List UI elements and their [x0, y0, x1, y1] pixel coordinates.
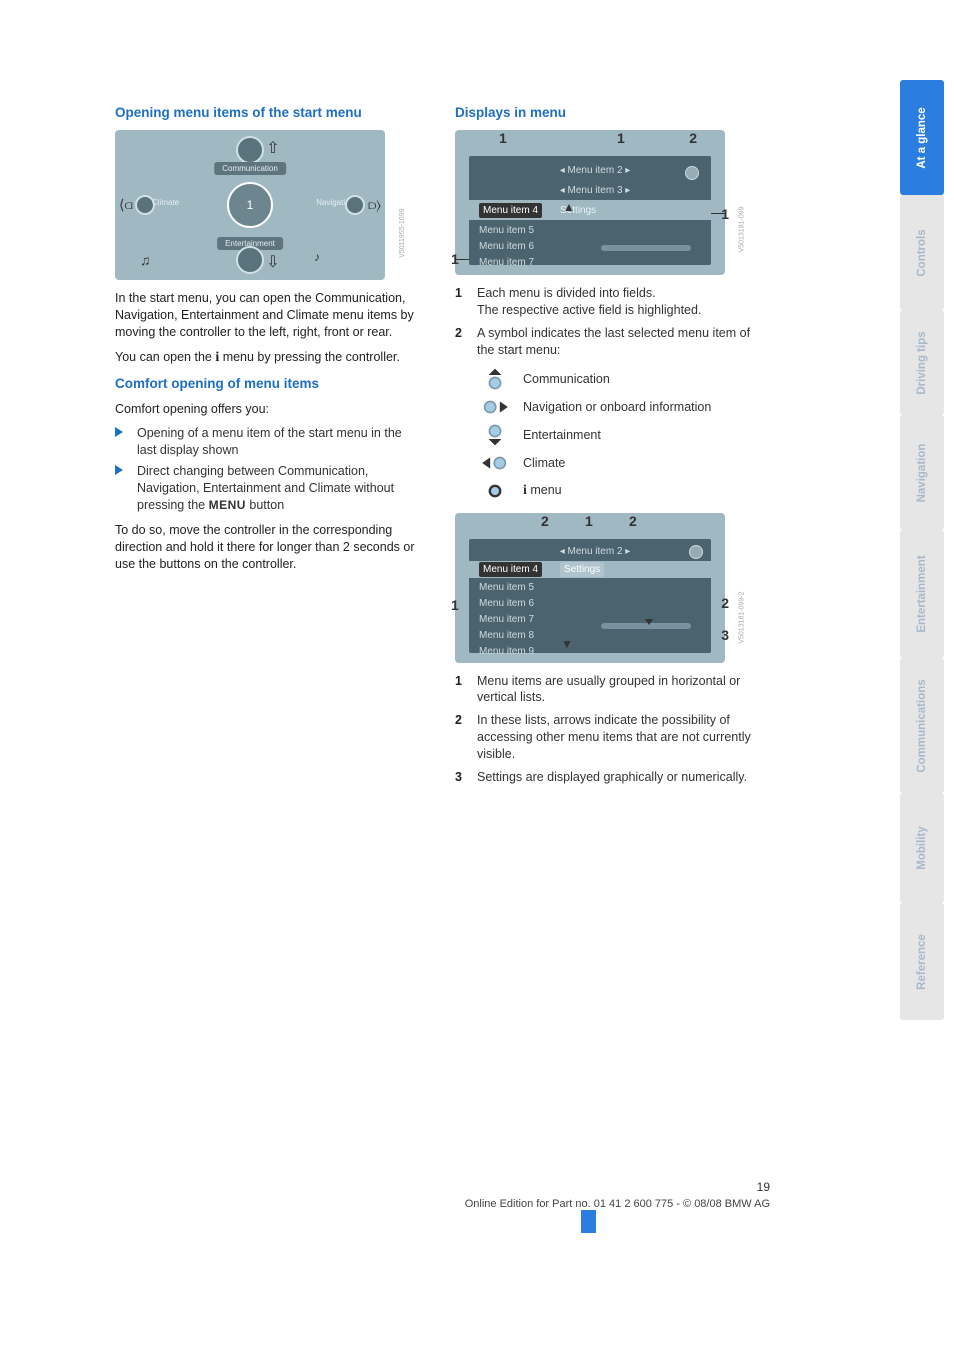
page-marker	[581, 1210, 596, 1233]
callout-right: 1	[721, 206, 729, 222]
list2-item3: 3Settings are displayed graphically or n…	[455, 769, 763, 786]
icon-row-ent: Entertainment	[477, 423, 763, 447]
fig2-code: V5013181-099	[739, 206, 746, 252]
center-dot-icon	[477, 479, 513, 503]
icon-row-nav: Navigation or onboard information	[477, 395, 763, 419]
tab-navigation[interactable]: Navigation	[900, 415, 944, 530]
online-edition: Online Edition for Part no. 01 41 2 600 …	[0, 1198, 780, 1210]
tab-at-a-glance[interactable]: At a glance	[900, 80, 944, 195]
callout-t1: 1	[585, 513, 593, 529]
arrow-up-icon	[477, 367, 513, 391]
fig1-label-comm: Communication	[214, 162, 286, 175]
callout-left: 1	[451, 251, 459, 267]
page-footer: 19 Online Edition for Part no. 01 41 2 6…	[0, 1180, 780, 1210]
tab-entertainment[interactable]: Entertainment	[900, 530, 944, 658]
fig1-label-clim: Climate	[152, 198, 179, 207]
section-tabs: At a glanceControlsDriving tipsNavigatio…	[900, 80, 944, 1020]
icon-row-clim: Climate	[477, 451, 763, 475]
left-para4: To do so, move the controller in the cor…	[115, 522, 423, 573]
list1-item1: 1 Each menu is divided into fields. The …	[455, 285, 763, 319]
icon-row-comm: Communication	[477, 367, 763, 391]
list2-item2: 2In these lists, arrows indicate the pos…	[455, 712, 763, 763]
tab-mobility[interactable]: Mobility	[900, 793, 944, 903]
triangle-icon	[115, 465, 123, 475]
tab-controls[interactable]: Controls	[900, 195, 944, 310]
bullet-2: Direct changing between Communication, N…	[115, 463, 423, 514]
list2-item1: 1Menu items are usually grouped in horiz…	[455, 673, 763, 707]
triangle-icon	[115, 427, 123, 437]
callout-r3: 3	[721, 627, 729, 643]
page-number: 19	[0, 1180, 770, 1194]
icon-row-imenu: i menu	[477, 479, 763, 503]
callout-1a: 1	[499, 130, 507, 146]
left-column: Opening menu items of the start menu ⇧ ⟨…	[115, 105, 423, 792]
left-para3: Comfort opening offers you:	[115, 401, 423, 418]
fig1-code: V5011955-1099	[399, 209, 406, 258]
figure-menu-list: 2 1 2 ◂ Menu item 2 ▸ Menu item 4Setting…	[455, 513, 725, 663]
comfort-bullets: Opening of a menu item of the start menu…	[115, 425, 423, 513]
menu-button-word: MENU	[209, 498, 246, 512]
heading-opening-menu: Opening menu items of the start menu	[115, 105, 423, 120]
displays-list-2: 1Menu items are usually grouped in horiz…	[455, 673, 763, 786]
callout-t2a: 2	[541, 513, 549, 529]
bullet-1: Opening of a menu item of the start menu…	[115, 425, 423, 459]
callout-t2b: 2	[629, 513, 637, 529]
list1-item2: 2 A symbol indicates the last selected m…	[455, 325, 763, 359]
figure-menu-fields: 1 1 2 ◂ Menu item 2 ▸ ◂ Menu item 3 ▸ Me…	[455, 130, 725, 275]
callout-2: 2	[689, 130, 697, 146]
callout-l1: 1	[451, 597, 459, 613]
arrow-right-icon	[477, 395, 513, 419]
callout-r2: 2	[721, 595, 729, 611]
tab-driving-tips[interactable]: Driving tips	[900, 310, 944, 415]
left-para2: You can open the i menu by pressing the …	[115, 349, 423, 368]
fig3-code: V5013181-099-2	[739, 591, 746, 643]
figure-start-menu: ⇧ ⟨⫏ Communication Climate Navigation En…	[115, 130, 385, 280]
arrow-down-icon	[477, 423, 513, 447]
right-column: Displays in menu 1 1 2 ◂ Menu item 2 ▸ ◂…	[455, 105, 763, 792]
heading-comfort-opening: Comfort opening of menu items	[115, 376, 423, 391]
left-para1: In the start menu, you can open the Comm…	[115, 290, 423, 341]
tab-reference[interactable]: Reference	[900, 903, 944, 1020]
tab-communications[interactable]: Communications	[900, 658, 944, 793]
displays-list-1: 1 Each menu is divided into fields. The …	[455, 285, 763, 359]
arrow-left-icon	[477, 451, 513, 475]
heading-displays-in-menu: Displays in menu	[455, 105, 763, 120]
callout-1b: 1	[617, 130, 625, 146]
